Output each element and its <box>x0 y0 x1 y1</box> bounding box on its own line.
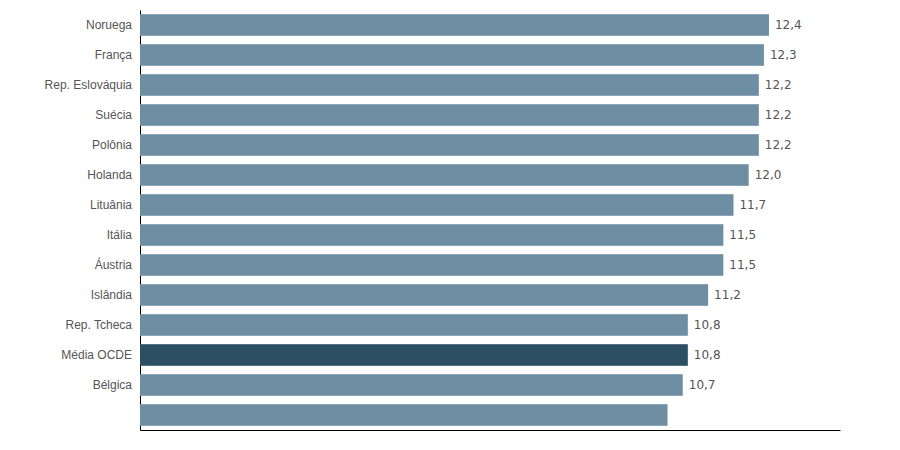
y-tick: Polônia <box>92 138 132 152</box>
bar <box>140 44 764 66</box>
y-tick-label: Rep. Eslováquia <box>45 78 133 92</box>
y-tick: Rep. Tcheca <box>66 318 133 332</box>
bar <box>140 164 749 186</box>
bar <box>140 374 683 396</box>
chart: Noruega França Rep. Eslováquia Suécia Polôni… <box>0 0 900 450</box>
y-tick: Suécia <box>95 108 132 122</box>
bar <box>140 284 708 306</box>
data-label: 12,2 <box>765 108 792 122</box>
plot: Noruega França Rep. Eslováquia Suécia Polôni… <box>45 11 841 431</box>
y-tick-label: Suécia <box>95 108 132 122</box>
data-label: 10,8 <box>694 348 721 362</box>
y-tick: Média OCDE <box>61 348 132 362</box>
y-tick-label: Média OCDE <box>61 348 132 362</box>
bars <box>140 14 769 426</box>
bar <box>140 134 759 156</box>
data-label: 12,0 <box>755 168 782 182</box>
y-tick-label: Bélgica <box>93 378 133 392</box>
bar <box>140 224 723 246</box>
bar <box>140 104 759 126</box>
x-axis <box>141 430 841 431</box>
data-label: 12,4 <box>775 18 802 32</box>
y-tick-label: Islândia <box>91 288 133 302</box>
data-label: 12,3 <box>770 48 797 62</box>
y-tick: Itália <box>107 228 133 242</box>
y-tick: Holanda <box>87 168 132 182</box>
y-tick-label: Lituânia <box>90 198 132 212</box>
y-tick: Lituânia <box>90 198 132 212</box>
y-tick-label: Rep. Tcheca <box>66 318 133 332</box>
bar <box>140 194 733 216</box>
y-tick-label: Áustria <box>95 257 133 272</box>
bar <box>140 14 769 36</box>
data-label: 10,8 <box>694 318 721 332</box>
y-tick: Áustria <box>95 257 133 272</box>
data-label: 11,7 <box>739 198 766 212</box>
data-labels: 12,4 12,3 12,2 12,2 12,2 12,0 11,7 11,5 11,5 11,2… <box>689 18 802 392</box>
data-label: 11,5 <box>729 258 756 272</box>
y-tick: Islândia <box>91 288 133 302</box>
y-tick-label: Noruega <box>86 18 132 32</box>
bar <box>140 74 759 96</box>
data-label: 10,7 <box>689 378 716 392</box>
y-tick-label: Polônia <box>92 138 132 152</box>
bar <box>140 344 688 366</box>
y-tick: Noruega <box>86 18 132 32</box>
bar <box>140 254 723 276</box>
y-tick: Rep. Eslováquia <box>45 78 133 92</box>
data-label: 12,2 <box>765 78 792 92</box>
data-label: 12,2 <box>765 138 792 152</box>
y-tick-label: França <box>95 48 133 62</box>
y-axis-line <box>140 11 141 431</box>
y-tick: Bélgica <box>93 378 133 392</box>
y-tick: França <box>95 48 133 62</box>
bar <box>140 404 668 426</box>
bar <box>140 314 688 336</box>
data-label: 11,2 <box>714 288 741 302</box>
y-tick-label: Holanda <box>87 168 132 182</box>
x-axis-line <box>141 430 841 431</box>
data-label: 11,5 <box>729 228 756 242</box>
y-tick-label: Itália <box>107 228 133 242</box>
y-axis: Noruega França Rep. Eslováquia Suécia Polôni… <box>45 11 141 431</box>
